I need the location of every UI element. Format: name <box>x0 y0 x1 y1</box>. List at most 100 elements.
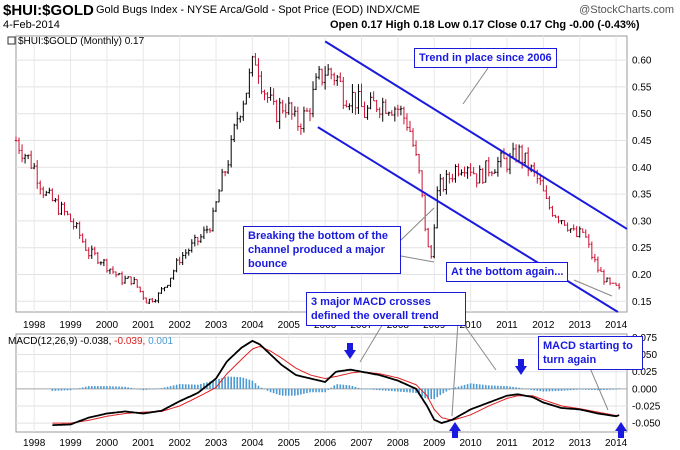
macd-histogram-bar <box>93 386 96 389</box>
macd-histogram-bar <box>527 388 529 390</box>
high-label: High <box>385 19 411 31</box>
macd-x-tick: 1999 <box>59 438 82 449</box>
ohlc-readout: Open 0.17 High 0.18 Low 0.17 Close 0.17 … <box>330 19 640 31</box>
macd-histogram-bar <box>309 388 311 393</box>
macd-histogram-bar <box>251 380 254 389</box>
macd-histogram-bar <box>300 388 302 395</box>
macd-histogram-bar <box>487 385 490 389</box>
annotation-macd-turn: MACD starting to turn again <box>538 336 643 370</box>
macd-histogram-bar <box>294 388 296 396</box>
macd-legend: MACD(12,26,9) -0.038, -0.039, 0.001 <box>8 336 174 347</box>
macd-histogram-bar <box>591 388 593 390</box>
macd-arrow-up-stem <box>618 431 624 438</box>
macd-histogram-bar <box>209 381 211 389</box>
macd-histogram-bar <box>272 388 275 394</box>
macd-histogram-bar <box>112 386 114 389</box>
callout-pointer <box>461 321 497 371</box>
macd-histogram-bar <box>357 387 360 389</box>
price-y-tick: 0.15 <box>632 297 652 308</box>
macd-histogram-bar <box>542 388 545 392</box>
macd-histogram-bar <box>536 388 539 391</box>
macd-histogram-bar <box>545 388 548 392</box>
macd-histogram-bar <box>442 388 445 394</box>
macd-histogram-bar <box>221 378 223 389</box>
macd-histogram-bar <box>557 388 560 391</box>
price-candles <box>14 53 621 304</box>
macd-histogram-bar <box>190 384 193 389</box>
macd-histogram-bar <box>600 388 602 391</box>
symbol-description: Gold Bugs Index - NYSE Arca/Gold - Spot … <box>96 4 420 16</box>
macd-histogram-bar <box>245 378 248 389</box>
macd-histogram-bar <box>451 388 454 389</box>
macd-arrow-down-stem <box>347 343 353 350</box>
high-value: 0.18 <box>413 19 435 31</box>
macd-histogram-bar <box>169 386 172 389</box>
low-value: 0.17 <box>462 19 485 31</box>
macd-histogram-bar <box>287 388 290 396</box>
macd-arrow-down <box>515 366 527 375</box>
macd-x-tick: 2013 <box>569 438 592 449</box>
macd-histogram-bar <box>57 388 60 391</box>
macd-histogram-bar <box>524 388 526 390</box>
macd-histogram-bar <box>233 376 236 389</box>
macd-histogram-bar <box>539 388 542 392</box>
macd-histogram-bar <box>509 386 511 389</box>
price-x-tick: 2014 <box>605 320 628 331</box>
macd-histogram-bar <box>457 386 460 389</box>
macd-histogram-bar <box>584 388 587 390</box>
macd-x-tick: 2011 <box>496 438 518 449</box>
macd-arrow-up <box>615 422 627 431</box>
macd-histogram-bar <box>106 386 108 389</box>
macd-histogram-bar <box>394 388 396 392</box>
close-value: 0.17 <box>520 19 542 31</box>
price-x-tick: 2000 <box>96 320 119 331</box>
macd-x-tick: 2004 <box>241 438 264 449</box>
macd-histogram-bar <box>224 377 226 389</box>
callout-pointer <box>589 367 609 411</box>
callout-pointer <box>462 67 489 105</box>
macd-histogram-bar <box>248 379 251 389</box>
macd-histogram-bar <box>603 388 605 390</box>
macd-histogram-bar <box>100 386 102 389</box>
macd-arrow-down <box>344 350 356 359</box>
macd-histogram-bar <box>548 388 551 392</box>
legend-swatch <box>7 36 16 45</box>
macd-histogram-bar <box>312 388 314 393</box>
price-y-tick: 0.30 <box>632 216 652 227</box>
macd-histogram-bar <box>372 388 375 390</box>
open-label: Open <box>330 19 359 31</box>
macd-arrow-up-stem <box>452 431 458 438</box>
macd-histogram-bar <box>148 388 151 390</box>
macd-histogram-bar <box>491 385 493 389</box>
macd-histogram-bar <box>472 383 475 389</box>
macd-x-tick: 2003 <box>205 438 228 449</box>
macd-histogram-bar <box>172 385 175 389</box>
macd-histogram-bar <box>75 388 78 390</box>
macd-histogram-bar <box>184 384 187 389</box>
macd-histogram-bar <box>115 386 117 389</box>
macd-histogram-bar <box>163 387 166 389</box>
callout-pointer <box>573 279 613 297</box>
macd-histogram-bar <box>575 388 578 390</box>
macd-histogram-bar <box>230 376 232 389</box>
macd-histogram-bar <box>397 388 399 392</box>
macd-histogram-bar <box>512 386 514 389</box>
macd-histogram-bar <box>497 385 499 389</box>
macd-histogram-bar <box>263 388 266 390</box>
macd-histogram-bar <box>500 385 502 389</box>
macd-histogram-bar <box>439 388 442 396</box>
macd-histogram-bar <box>348 385 351 389</box>
macd-histogram-bar <box>133 388 135 389</box>
macd-histogram-bar <box>581 388 584 390</box>
price-x-tick: 2001 <box>132 320 155 331</box>
macd-x-tick: 2008 <box>387 438 410 449</box>
price-x-tick: 1998 <box>23 320 46 331</box>
chart-date: 4-Feb-2014 <box>3 19 60 31</box>
trend-channel-line <box>324 40 628 230</box>
macd-histogram-bar <box>445 388 448 392</box>
macd-histogram-bar <box>118 386 120 389</box>
macd-histogram-bar <box>378 388 381 391</box>
price-y-tick: 0.50 <box>632 109 652 120</box>
macd-histogram-bar <box>197 384 199 389</box>
macd-histogram-bar <box>466 384 469 389</box>
